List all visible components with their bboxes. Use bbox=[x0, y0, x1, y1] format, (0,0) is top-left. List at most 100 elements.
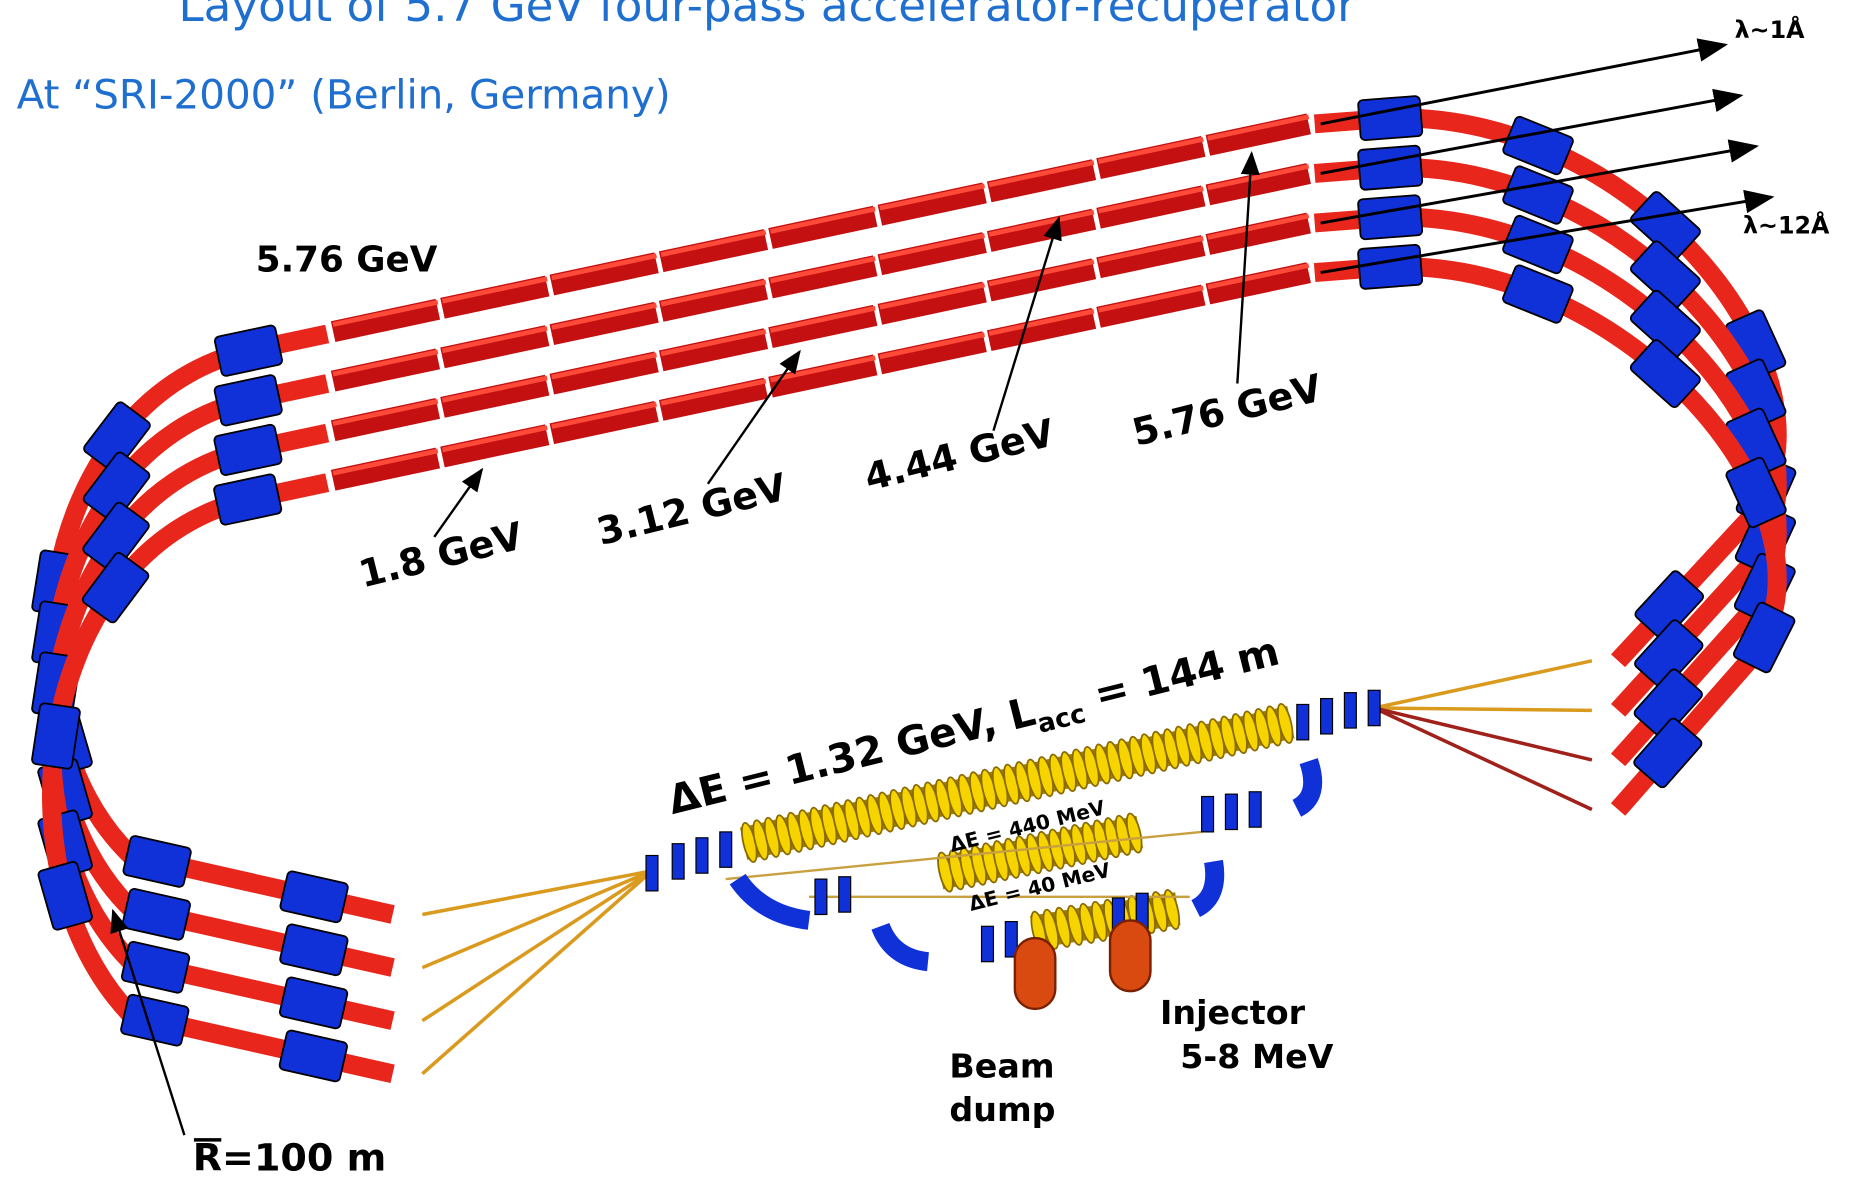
photon-arrow bbox=[1320, 139, 1759, 225]
quadrupole bbox=[645, 854, 659, 892]
quadrupole bbox=[1367, 689, 1381, 727]
magnet bbox=[120, 940, 191, 994]
quadrupole bbox=[838, 876, 852, 913]
magnet bbox=[1634, 570, 1704, 641]
cylinder bbox=[1108, 919, 1152, 993]
accelerator-layout bbox=[31, 38, 1797, 1136]
energy-top: 5.76 GeV bbox=[256, 240, 438, 281]
magnet bbox=[1357, 243, 1424, 290]
quadrupole bbox=[1296, 703, 1310, 741]
bend-magnet bbox=[1291, 758, 1323, 817]
magnet bbox=[1629, 289, 1701, 359]
magnet bbox=[1357, 194, 1424, 241]
pointer bbox=[1236, 151, 1260, 384]
magnet bbox=[278, 1029, 348, 1083]
magnet bbox=[1502, 264, 1574, 324]
bend-magnet bbox=[871, 922, 930, 972]
magnet bbox=[1629, 339, 1701, 408]
pass-energy: 4.44 GeV bbox=[860, 410, 1059, 499]
pointer bbox=[706, 349, 801, 485]
magnet bbox=[1502, 165, 1574, 225]
magnet bbox=[213, 374, 283, 427]
magnet bbox=[1732, 601, 1796, 674]
radius-value: =100 m bbox=[222, 1136, 386, 1180]
pass-energy: 5.76 GeV bbox=[1128, 366, 1327, 455]
magnet bbox=[279, 923, 349, 977]
transfer-line bbox=[1373, 659, 1593, 710]
magnet bbox=[1725, 456, 1787, 529]
bend-magnet bbox=[729, 873, 811, 930]
injector-label: Injector bbox=[1160, 993, 1306, 1032]
magnet bbox=[120, 993, 190, 1047]
straight-section bbox=[330, 212, 1311, 442]
pointer bbox=[110, 908, 186, 1136]
magnet bbox=[213, 423, 283, 476]
return-line bbox=[725, 830, 1202, 881]
cavity bbox=[1163, 889, 1181, 931]
magnet bbox=[213, 324, 283, 377]
quadrupole bbox=[814, 878, 828, 916]
magnet bbox=[31, 702, 81, 770]
straight-edge bbox=[332, 213, 1310, 426]
straight-section bbox=[330, 262, 1311, 491]
pointer bbox=[992, 216, 1062, 432]
quadrupole bbox=[671, 843, 685, 880]
wavelength-long: λ~12Å bbox=[1743, 212, 1830, 240]
transfer-line bbox=[421, 869, 654, 1076]
beam-dump-label: dump bbox=[949, 1090, 1055, 1129]
quadrupole bbox=[1343, 692, 1357, 729]
magnet bbox=[82, 501, 150, 574]
magnet bbox=[37, 861, 93, 931]
straight-section bbox=[330, 113, 1311, 342]
magnet bbox=[279, 870, 349, 924]
wavelength-short: λ~1Å bbox=[1735, 16, 1806, 44]
magnet bbox=[1357, 144, 1424, 191]
cavity bbox=[1125, 812, 1143, 854]
magnet bbox=[81, 552, 150, 624]
magnet bbox=[122, 835, 192, 888]
radius-label: R=100 m bbox=[193, 1136, 387, 1180]
pass-energy: 3.12 GeV bbox=[592, 465, 791, 554]
straight-section bbox=[330, 163, 1311, 392]
magnet bbox=[83, 401, 151, 473]
radius-symbol: R bbox=[193, 1136, 222, 1180]
quadrupole bbox=[1248, 791, 1262, 828]
photon-arrow bbox=[1320, 189, 1775, 275]
quadrupole bbox=[719, 831, 733, 868]
transfer-line bbox=[1373, 706, 1593, 762]
cavity bbox=[1276, 702, 1294, 744]
quadrupole bbox=[695, 837, 709, 874]
magnet bbox=[1634, 619, 1704, 690]
injector-energy: 5-8 MeV bbox=[1180, 1037, 1334, 1076]
transfer-line bbox=[1373, 706, 1593, 812]
main-linac-subscript: acc bbox=[1034, 699, 1089, 740]
beam-dump-label: Beam bbox=[949, 1046, 1054, 1085]
magnet bbox=[1357, 95, 1424, 142]
beam-tube bbox=[1313, 257, 1787, 816]
straight-edge bbox=[332, 164, 1310, 377]
cylinder bbox=[1013, 936, 1057, 1011]
quadrupole bbox=[980, 925, 995, 963]
transfer-line bbox=[422, 869, 653, 917]
quadrupole bbox=[1201, 795, 1215, 833]
magnet bbox=[1633, 668, 1703, 739]
magnet bbox=[1630, 191, 1701, 260]
main-linac-suffix: = 144 m bbox=[1076, 629, 1284, 722]
photon-arrow bbox=[1320, 38, 1729, 126]
magnet bbox=[1502, 115, 1574, 176]
magnet bbox=[82, 451, 151, 523]
magnet bbox=[1629, 240, 1701, 310]
magnet bbox=[1502, 214, 1574, 275]
bend-magnet bbox=[1190, 859, 1225, 918]
transfer-line bbox=[1374, 706, 1592, 713]
quadrupole bbox=[1320, 697, 1334, 735]
title: Layout of 5.7 GeV four-pass accelerator-… bbox=[178, 0, 1356, 32]
subtitle: At “SRI-2000” (Berlin, Germany) bbox=[17, 73, 671, 119]
magnet bbox=[278, 976, 349, 1030]
photon-arrow bbox=[1320, 88, 1744, 175]
magnet bbox=[1633, 717, 1703, 789]
magnet bbox=[121, 888, 191, 941]
transfer-line bbox=[421, 869, 653, 1023]
quadrupole bbox=[1004, 920, 1018, 958]
